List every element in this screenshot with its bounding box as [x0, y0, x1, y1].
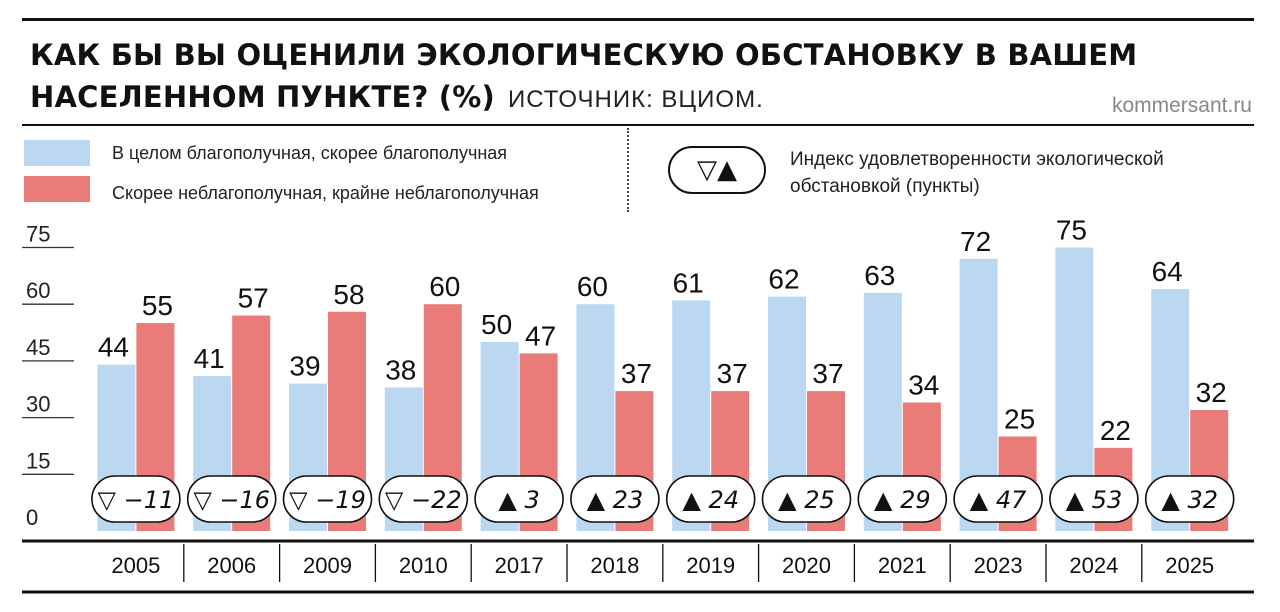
- index-label: ▲ 29: [874, 486, 931, 514]
- chart-title-line2: НАСЕЛЕННОМ ПУНКТЕ? (%): [30, 80, 495, 114]
- x-tick-label: 2023: [974, 553, 1023, 578]
- header-rule: [22, 124, 1254, 126]
- data-label-bad: 34: [908, 369, 939, 400]
- index-legend-pill: ▽▲: [668, 146, 766, 194]
- data-label-good: 62: [768, 264, 799, 295]
- y-tick-label: 60: [26, 278, 50, 303]
- data-label-good: 64: [1152, 256, 1183, 287]
- x-tick-label: 2020: [782, 553, 831, 578]
- index-label: ▽ −19: [289, 486, 366, 514]
- legend-swatch-bad: [24, 176, 90, 202]
- data-label-bad: 22: [1100, 415, 1131, 446]
- legend-divider: [627, 128, 629, 212]
- x-tick-label: 2019: [686, 553, 735, 578]
- data-label-bad: 55: [142, 290, 173, 321]
- data-label-bad: 60: [429, 271, 460, 302]
- index-pill: [1049, 475, 1139, 523]
- index-legend-label-line1: Индекс удовлетворенности экологической: [790, 149, 1164, 170]
- data-label-bad: 37: [717, 358, 748, 389]
- index-label: ▽ −22: [385, 486, 462, 514]
- index-pill: [1144, 475, 1235, 523]
- y-tick-label: 45: [26, 335, 50, 360]
- index-pill: [282, 475, 373, 523]
- index-label: ▲ 53: [1066, 486, 1123, 514]
- data-label-bad: 47: [525, 320, 556, 351]
- data-label-bad: 37: [621, 358, 652, 389]
- x-tick-label: 2018: [590, 553, 639, 578]
- data-label-good: 39: [289, 351, 320, 382]
- data-label-good: 50: [481, 309, 512, 340]
- legend-label-bad: Скорее неблагополучная, крайне неблагопо…: [112, 183, 539, 203]
- index-pill: [474, 475, 564, 523]
- index-pill: [91, 475, 181, 523]
- index-pill: [570, 475, 660, 523]
- data-label-good: 41: [194, 343, 225, 374]
- y-tick-label: 30: [26, 392, 50, 417]
- y-tick-label: 75: [26, 222, 50, 247]
- legend-swatch-good: [24, 140, 90, 166]
- data-label-bad: 25: [1004, 404, 1035, 435]
- index-label: ▲ 47: [970, 486, 1027, 514]
- y-tick-label: 0: [26, 505, 38, 530]
- index-label: ▲ 32: [1161, 486, 1218, 514]
- index-pill: [761, 475, 852, 523]
- data-label-good: 75: [1056, 215, 1087, 246]
- data-label-good: 63: [864, 260, 895, 291]
- data-label-good: 72: [960, 226, 991, 257]
- index-pill: [953, 475, 1043, 523]
- index-legend-label: Индекс удовлетворенности экологической о…: [790, 146, 1164, 200]
- index-pill: [186, 475, 277, 523]
- x-tick-label: 2006: [207, 553, 256, 578]
- chart-title-line1: КАК БЫ ВЫ ОЦЕНИЛИ ЭКОЛОГИЧЕСКУЮ ОБСТАНОВ…: [30, 38, 1138, 72]
- top-rule: [22, 18, 1254, 21]
- x-tick-label: 2025: [1165, 553, 1214, 578]
- index-label: ▲ 23: [587, 486, 644, 514]
- index-symbol: ▽▲: [697, 155, 737, 185]
- data-label-good: 60: [577, 271, 608, 302]
- data-label-bad: 37: [812, 358, 843, 389]
- source-note: ИСТОЧНИК: ВЦИОМ.: [508, 86, 764, 113]
- data-label-good: 44: [98, 332, 129, 363]
- index-label: ▽ −11: [98, 486, 175, 514]
- x-tick-label: 2005: [111, 553, 160, 578]
- data-label-good: 61: [673, 267, 704, 298]
- index-pill: [857, 475, 948, 523]
- index-pill: [378, 475, 469, 523]
- index-label: ▲ 25: [778, 486, 835, 514]
- index-label: ▽ −16: [193, 486, 270, 514]
- x-tick-label: 2021: [878, 553, 927, 578]
- y-tick-label: 15: [26, 448, 50, 473]
- data-label-bad: 57: [238, 283, 269, 314]
- data-label-bad: 32: [1196, 377, 1227, 408]
- index-legend-label-line2: обстановкой (пункты): [790, 176, 980, 197]
- brand-label: kommersant.ru: [1111, 94, 1252, 117]
- index-label: ▲ 3: [498, 486, 539, 514]
- data-label-bad: 58: [333, 279, 364, 310]
- x-tick-label: 2010: [399, 553, 448, 578]
- data-label-good: 38: [385, 354, 416, 385]
- index-label: ▲ 24: [682, 486, 739, 514]
- x-tick-label: 2009: [303, 553, 352, 578]
- x-tick-label: 2017: [495, 553, 544, 578]
- legend-label-good: В целом благополучная, скорее благополуч…: [112, 143, 508, 163]
- index-pill: [665, 475, 756, 523]
- x-tick-label: 2024: [1069, 553, 1118, 578]
